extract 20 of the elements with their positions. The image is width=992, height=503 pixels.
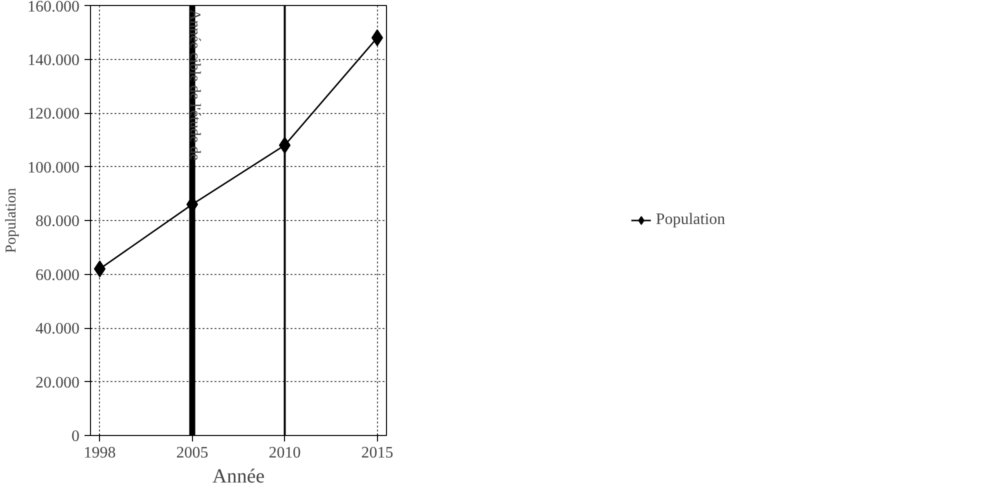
y-tick-label: 80.000: [36, 213, 80, 230]
x-tick-label: 1998: [84, 444, 116, 462]
x-tick-label: 2010: [268, 444, 301, 462]
y-tick-label: 0: [72, 428, 80, 445]
y-tick-label: 160.000: [28, 0, 80, 16]
y-tick-label: 40.000: [36, 320, 80, 338]
x-tick-label: 2005: [176, 444, 208, 462]
legend-label: Population: [656, 211, 726, 229]
point: [278, 136, 291, 154]
x-axis-title: Année: [212, 466, 265, 488]
y-tick-label: 20.000: [36, 374, 80, 392]
point: [371, 29, 384, 46]
y-tick-label: 60.000: [36, 266, 80, 284]
y-tick-label: 100.000: [28, 159, 80, 176]
x-tick-label: 2015: [361, 444, 394, 462]
y-tick-label: 140.000: [28, 52, 80, 69]
point: [94, 260, 106, 278]
y-axis-title: Population: [4, 188, 20, 253]
y-tick-label: 120.000: [28, 106, 80, 122]
ref-line-label: Année cible de l'étude de: [186, 10, 202, 161]
